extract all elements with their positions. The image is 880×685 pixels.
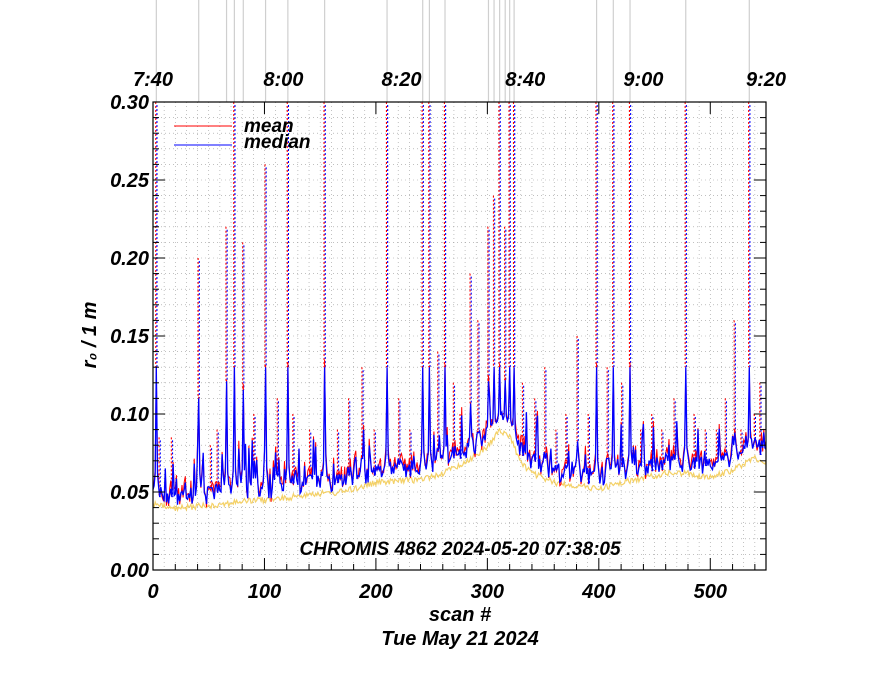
- y-tick-label: 0.15: [110, 326, 150, 348]
- time-tick-label: 7:40: [133, 69, 173, 91]
- time-tick-label: 8:40: [505, 69, 545, 91]
- x-tick-label: 0: [147, 581, 158, 603]
- x-tick-label: 200: [358, 581, 392, 603]
- x-tick-label: 100: [248, 581, 281, 603]
- series-lines: [152, 102, 767, 508]
- time-tick-label: 8:00: [263, 69, 303, 91]
- lower-band-line: [152, 427, 767, 513]
- y-tick-label: 0.05: [110, 482, 150, 504]
- x-tick-label: 400: [581, 581, 615, 603]
- x-axis-title: scan #: [429, 604, 492, 626]
- series-line-mean: [152, 359, 767, 508]
- time-tick-label: 9:00: [623, 69, 663, 91]
- legend-label-mean: mean: [244, 116, 294, 137]
- y-tick-label: 0.00: [110, 560, 149, 582]
- spike-lines: [155, 0, 750, 102]
- date-label: Tue May 21 2024: [381, 628, 539, 650]
- y-tick-label: 0.20: [110, 248, 149, 270]
- axis-ticks: 0 100 200 300 400 500 0.00 0.05 0.10 0.15 0.20 0.25…: [110, 69, 786, 603]
- y-tick-label: 0.25: [110, 170, 150, 192]
- y-tick-label: 0.10: [110, 404, 149, 426]
- x-tick-label: 500: [694, 581, 727, 603]
- chart-annotation: CHROMIS 4862 2024-05-20 07:38:05: [299, 539, 621, 560]
- min-max-band: [152, 427, 767, 513]
- legend-label-median: median: [244, 132, 311, 153]
- series-line-median: [152, 367, 767, 505]
- y-tick-label: 0.30: [110, 92, 149, 114]
- x-tick-label: 300: [471, 581, 504, 603]
- legend: mean median: [174, 116, 311, 153]
- y-axis-title: r₀ / 1 m: [79, 302, 101, 369]
- time-tick-label: 8:20: [382, 69, 422, 91]
- time-tick-label: 9:20: [746, 69, 786, 91]
